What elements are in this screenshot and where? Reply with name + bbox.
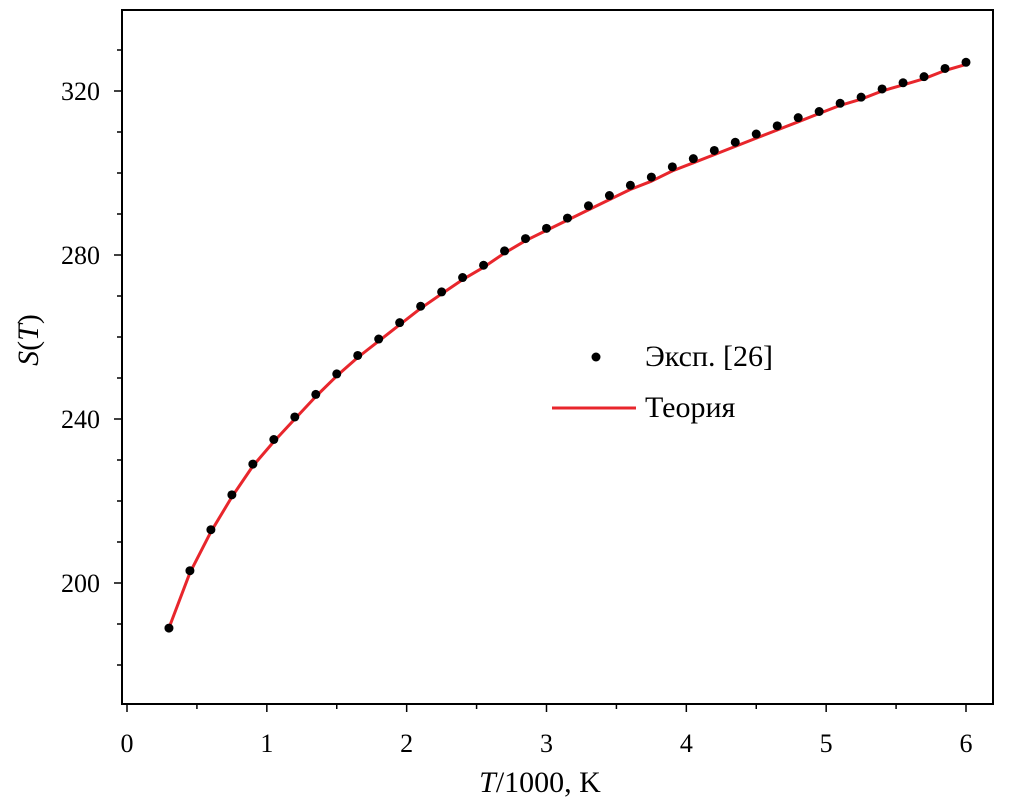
y-axis-label: S(T) (12, 314, 45, 366)
y-tick-label: 240 (61, 405, 100, 434)
experiment-point (458, 273, 468, 283)
theory-series (167, 62, 967, 629)
experiment-point (583, 201, 593, 211)
experiment-point (562, 213, 572, 223)
experiment-point (479, 260, 489, 270)
experiment-point (667, 162, 677, 172)
legend-label-points: Эксп. [26] (645, 340, 773, 373)
y-axis-ticks: 200 240 280 320 (61, 49, 122, 666)
experiment-point (709, 145, 719, 155)
experiment-point (646, 172, 656, 182)
experiment-point (898, 78, 908, 88)
experiment-point (269, 435, 279, 444)
x-axis-ticks: 0 1 2 3 4 5 6 (121, 704, 973, 758)
experiment-point (500, 246, 510, 256)
experiment-point (919, 72, 929, 82)
x-tick-label: 2 (400, 729, 413, 758)
x-tick-label: 0 (121, 729, 134, 758)
y-tick-label: 320 (61, 77, 100, 106)
experiment-point (395, 318, 405, 328)
experiment-point (772, 121, 782, 131)
legend-label-line: Теория (645, 391, 736, 424)
experiment-point (227, 490, 237, 500)
experiment-point (206, 525, 216, 535)
legend-marker-points (591, 352, 601, 362)
experiment-point (248, 459, 258, 469)
plot-frame (121, 9, 994, 705)
x-axis-label: T/1000, K (479, 766, 601, 799)
experiment-point (164, 623, 174, 633)
experiment-point (835, 98, 845, 108)
x-tick-label: 5 (820, 729, 833, 758)
experiment-point (688, 154, 698, 164)
experiment-point (877, 84, 887, 94)
x-tick-label: 6 (960, 729, 973, 758)
y-tick-label: 200 (61, 569, 100, 598)
experiment-point (730, 137, 740, 147)
experiment-point (416, 301, 426, 311)
experiment-point (940, 63, 950, 73)
x-tick-label: 4 (680, 729, 693, 758)
experiment-point (961, 57, 971, 67)
experiment-point (332, 369, 342, 379)
legend: Эксп. [26] Теория (552, 340, 773, 424)
experiment-point (374, 334, 384, 344)
experiment-point (751, 129, 761, 139)
experiment-point (290, 412, 300, 422)
experiment-point (185, 566, 195, 576)
x-tick-label: 1 (260, 729, 273, 758)
experiment-series (164, 57, 971, 633)
experiment-point (542, 223, 551, 233)
x-tick-label: 3 (540, 729, 553, 758)
experiment-point (353, 350, 363, 360)
experiment-point (604, 191, 614, 201)
experiment-point (521, 234, 531, 244)
experiment-point (311, 389, 321, 399)
experiment-point (856, 92, 866, 102)
experiment-point (793, 113, 803, 123)
experiment-point (437, 287, 447, 297)
experiment-point (814, 107, 824, 116)
y-tick-label: 280 (61, 241, 100, 270)
experiment-point (625, 180, 635, 190)
theory-line (167, 62, 967, 629)
